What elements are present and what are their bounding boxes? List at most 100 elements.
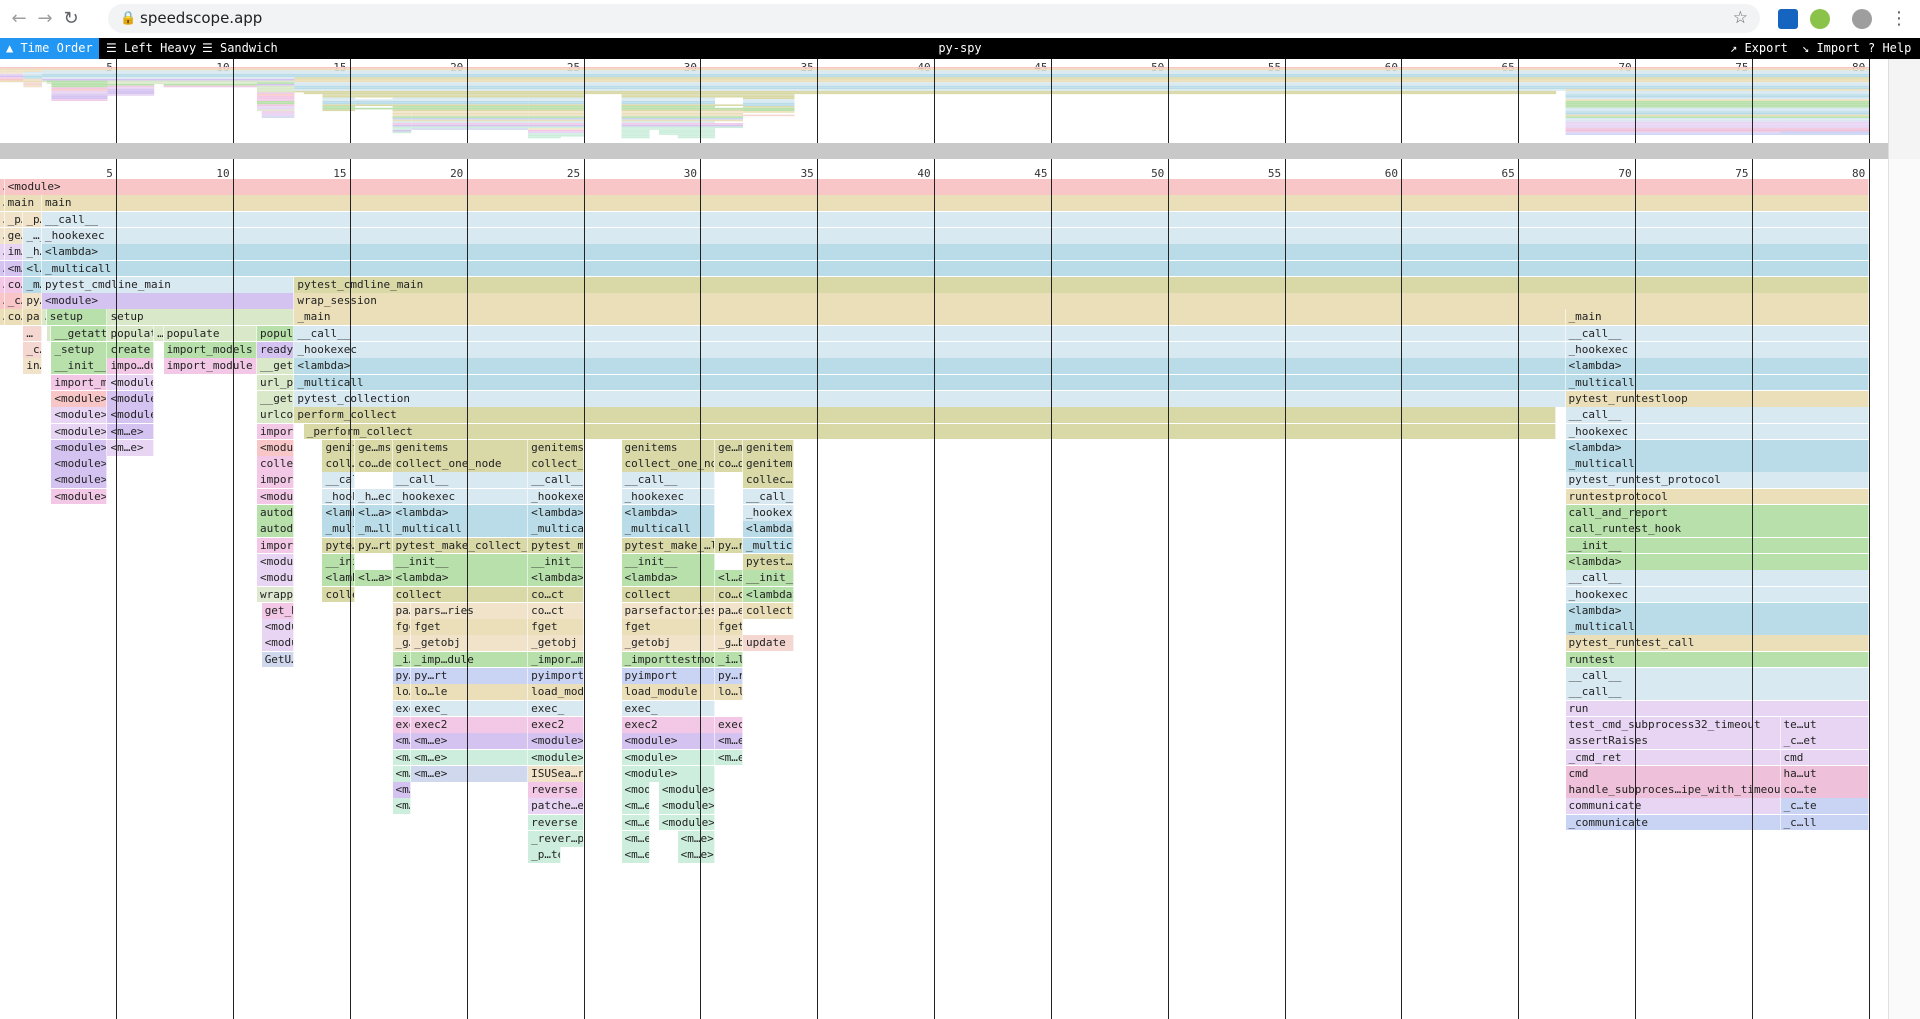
flame-frame[interactable]: <module>	[51, 456, 108, 472]
extension-icon[interactable]	[1810, 9, 1830, 29]
flame-frame[interactable]: autodi…odules	[257, 521, 295, 538]
flame-frame[interactable]: <module>	[261, 619, 295, 635]
flame-frame[interactable]: _multicall	[743, 537, 795, 554]
flame-frame[interactable]: <m…e>	[715, 733, 744, 749]
flame-frame[interactable]: _getobj	[528, 635, 585, 652]
flame-frame[interactable]: _hookexec	[294, 342, 1566, 358]
flame-frame[interactable]: <m…e>	[411, 749, 529, 766]
flame-frame[interactable]: …	[0, 260, 5, 277]
flame-frame[interactable]: _multicall	[528, 521, 585, 538]
flame-frame[interactable]: pytest_make_collect_report	[392, 537, 529, 554]
flame-frame[interactable]: _p…te	[528, 847, 561, 864]
flame-frame[interactable]: <m…e>	[392, 733, 412, 749]
flame-frame[interactable]: genitems	[621, 439, 715, 456]
flame-frame[interactable]: call_and_report	[1565, 505, 1870, 521]
flame-frame[interactable]: urlconf_module	[257, 407, 295, 423]
flame-frame[interactable]: <l…a>	[715, 570, 744, 586]
flame-frame[interactable]: reverse	[528, 814, 585, 831]
flame-frame[interactable]: <lambda>	[1565, 439, 1870, 456]
flame-frame[interactable]: …	[23, 325, 43, 342]
flame-frame[interactable]: <module>	[51, 488, 108, 505]
flame-frame[interactable]: genitems	[743, 439, 795, 456]
flame-frame[interactable]: <lambda>	[621, 570, 715, 586]
flame-frame[interactable]: _multicall	[1565, 619, 1870, 635]
flame-frame[interactable]: __call__	[528, 472, 585, 489]
flame-frame[interactable]: <lambda>	[743, 521, 795, 538]
flame-frame[interactable]: <m…e>	[392, 798, 412, 815]
flame-frame[interactable]: import_module	[163, 358, 258, 375]
flame-frame[interactable]: ge…ms	[355, 439, 393, 456]
flame-frame[interactable]: _hookexec	[322, 488, 356, 505]
flame-frame[interactable]: …	[0, 309, 5, 326]
flame-frame[interactable]: _g…bj	[392, 635, 412, 652]
tab-time-order[interactable]: ▲ Time Order	[0, 38, 99, 59]
flame-frame[interactable]: populate	[257, 325, 295, 342]
flame-frame[interactable]: __init__	[322, 553, 356, 570]
flame-frame[interactable]: __get__	[257, 390, 295, 407]
export-button[interactable]: ↗ Export	[1730, 41, 1788, 55]
flame-frame[interactable]: collect	[743, 602, 795, 619]
flame-frame[interactable]: lo…le	[392, 684, 412, 701]
minimap-viewport[interactable]	[0, 143, 1888, 159]
flame-frame[interactable]: exec2	[621, 716, 715, 733]
flame-frame[interactable]: pyte…port	[322, 537, 356, 554]
flame-frame[interactable]: __getattr__	[51, 325, 108, 342]
flame-frame[interactable]: pa…es	[715, 602, 744, 619]
flame-frame[interactable]: co…ct	[528, 602, 585, 619]
flame-frame[interactable]: <lambda>	[322, 505, 356, 521]
flame-frame[interactable]: lo…le	[715, 684, 744, 701]
flame-frame[interactable]: wrap_session	[294, 293, 1870, 309]
flame-frame[interactable]: <lambda>	[322, 570, 356, 586]
flame-frame[interactable]: ready	[257, 342, 295, 358]
flame-frame[interactable]: py…rt	[392, 668, 412, 684]
flame-frame[interactable]: __init__	[528, 553, 585, 570]
flame-frame[interactable]: setup	[46, 309, 108, 326]
flame-frame[interactable]: <module>	[528, 749, 585, 766]
flame-frame[interactable]: pyimport	[528, 668, 585, 684]
flame-frame[interactable]: <module>	[107, 390, 155, 407]
flame-frame[interactable]: pytest_runtestloop	[1565, 390, 1870, 407]
flame-frame[interactable]: import_module	[257, 537, 295, 554]
flame-frame[interactable]: <module>	[658, 798, 715, 815]
flame-frame[interactable]: exec_	[392, 700, 412, 717]
flame-frame[interactable]: _p…ig	[23, 211, 43, 228]
flame-frame[interactable]: _h…ec	[355, 488, 393, 505]
flame-frame[interactable]: …	[0, 227, 5, 244]
flame-frame[interactable]: <lambda>	[743, 586, 795, 603]
menu-icon[interactable]: ⋮	[1890, 8, 1908, 29]
flame-frame[interactable]: <m…e>	[4, 260, 24, 277]
flame-frame[interactable]: <m…e>	[621, 814, 650, 831]
flame-frame[interactable]: <m…e>	[411, 733, 529, 749]
flame-frame[interactable]: _p…ig	[4, 211, 24, 228]
back-arrow-icon[interactable]: ←	[11, 8, 27, 29]
flame-frame[interactable]: populate	[107, 325, 155, 342]
flame-frame[interactable]: <module>	[42, 293, 295, 309]
flame-frame[interactable]: _hookexec	[42, 227, 1870, 244]
flame-frame[interactable]: <m…e>	[677, 831, 715, 847]
flame-frame[interactable]: __call__	[743, 488, 795, 505]
flame-frame[interactable]: run	[1565, 700, 1870, 717]
flame-frame[interactable]: <lambda>	[1565, 602, 1870, 619]
flame-frame[interactable]: __init__	[392, 553, 529, 570]
flame-frame[interactable]: _h…ec	[23, 244, 43, 260]
flame-frame[interactable]: call_runtest_hook	[1565, 521, 1870, 538]
flame-frame[interactable]: _c…et	[1780, 733, 1870, 749]
flame-frame[interactable]: py…se	[23, 293, 43, 309]
flame-frame[interactable]: co…de	[355, 456, 393, 472]
flame-frame[interactable]: <m…e>	[107, 439, 155, 456]
flame-frame[interactable]: __call__	[621, 472, 715, 489]
flame-frame[interactable]: _g…bj	[715, 635, 744, 652]
flame-frame[interactable]: _multicall	[392, 521, 529, 538]
flame-frame[interactable]: pytest…eport	[743, 553, 795, 570]
flame-scrollbar[interactable]	[1888, 159, 1920, 1019]
flame-frame[interactable]: pytest_runtest_call	[1565, 635, 1870, 652]
flame-frame[interactable]: ge…ig	[4, 227, 24, 244]
flame-frame[interactable]: __init__	[1565, 537, 1870, 554]
flame-frame[interactable]: exec2	[715, 716, 744, 733]
flame-frame[interactable]: _c…ll	[1780, 814, 1870, 831]
flame-frame[interactable]: __call__	[1565, 668, 1870, 684]
flame-frame[interactable]: exec2	[411, 716, 529, 733]
flame-frame[interactable]: import_module	[257, 472, 295, 489]
flame-frame[interactable]: _hookexec	[621, 488, 715, 505]
help-button[interactable]: ? Help	[1868, 41, 1912, 55]
